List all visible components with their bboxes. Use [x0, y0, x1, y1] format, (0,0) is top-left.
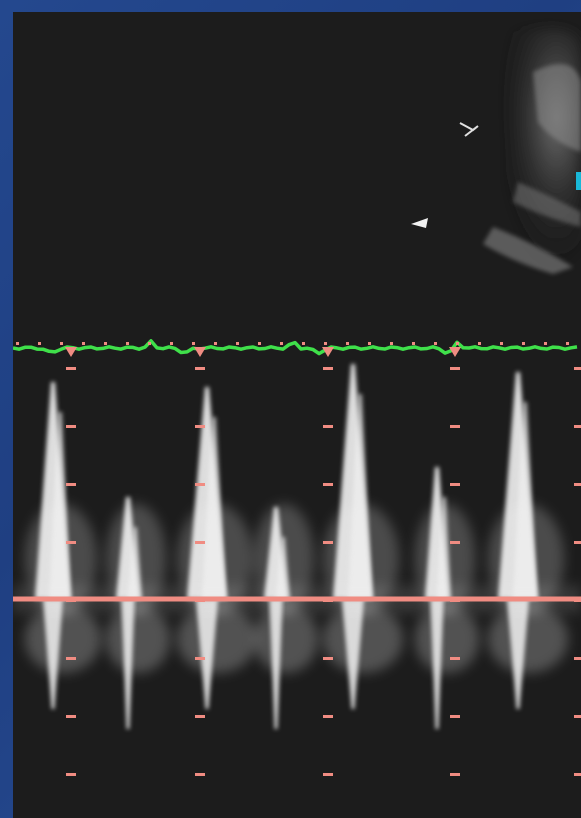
ecg-tick [368, 342, 371, 345]
r-wave-marker [322, 347, 334, 357]
reverse-flow-haze [323, 605, 403, 673]
velocity-scale-tick [323, 773, 333, 776]
velocity-scale-tick [450, 657, 460, 660]
ecg-tick [280, 342, 283, 345]
velocity-scale-tick [323, 367, 333, 370]
r-wave-marker [194, 347, 206, 357]
velocity-scale-tick [450, 599, 460, 602]
velocity-scale-tick [195, 541, 205, 544]
ecg-tick [104, 342, 107, 345]
velocity-scale-tick [323, 541, 333, 544]
velocity-scale-tick [323, 657, 333, 660]
ecg-tick [522, 342, 525, 345]
ecg-tick [412, 342, 415, 345]
velocity-scale-tick [195, 483, 205, 486]
ecg-tick [478, 342, 481, 345]
velocity-scale-tick [66, 773, 76, 776]
ecg-tick [258, 342, 261, 345]
arrowhead-icon [411, 218, 428, 228]
velocity-scale-tick [450, 425, 460, 428]
reverse-flow-haze [254, 605, 318, 673]
ecg-tick [214, 342, 217, 345]
velocity-scale-tick [66, 425, 76, 428]
sector-image [411, 28, 581, 282]
ultrasound-screen [13, 12, 581, 818]
velocity-scale-tick [574, 541, 581, 544]
ecg-tick [302, 342, 305, 345]
velocity-scale-tick [66, 599, 76, 602]
ecg-tick [390, 342, 393, 345]
ecg-tick [544, 342, 547, 345]
velocity-scale-tick [195, 657, 205, 660]
forward-flow-envelope [49, 412, 71, 599]
ecg-tick [324, 342, 327, 345]
velocity-scale-tick [574, 367, 581, 370]
velocity-scale-tick [66, 483, 76, 486]
velocity-scale-tick [450, 367, 460, 370]
color-bar-marker [576, 172, 581, 190]
doppler-visualization [13, 28, 581, 776]
timing-markers [16, 342, 581, 776]
ecg-tick [170, 342, 173, 345]
forward-flow-envelope [436, 497, 452, 599]
velocity-scale-tick [66, 367, 76, 370]
velocity-scale-tick [574, 715, 581, 718]
reverse-flow-haze [488, 605, 568, 673]
forward-flow-envelope [513, 402, 537, 599]
velocity-scale-tick [450, 773, 460, 776]
ecg-tick [500, 342, 503, 345]
forward-flow-envelope [348, 394, 372, 599]
ecg-tick [434, 342, 437, 345]
ecg-tick [566, 342, 569, 345]
ecg-tick [82, 342, 85, 345]
velocity-scale-tick [574, 483, 581, 486]
r-wave-marker [65, 347, 77, 357]
velocity-scale-tick [323, 599, 333, 602]
reverse-flow-haze [25, 605, 101, 673]
velocity-scale-tick [450, 541, 460, 544]
velocity-scale-tick [574, 599, 581, 602]
velocity-scale-tick [195, 715, 205, 718]
forward-flow-envelope [202, 417, 226, 599]
ecg-tick [126, 342, 129, 345]
velocity-scale-tick [195, 425, 205, 428]
ecg-tick [60, 342, 63, 345]
velocity-scale-tick [66, 541, 76, 544]
ecg-tick [456, 342, 459, 345]
velocity-scale-tick [323, 483, 333, 486]
ecg-tick [148, 342, 151, 345]
velocity-scale-tick [66, 715, 76, 718]
velocity-scale-tick [574, 657, 581, 660]
ecg-tick [192, 342, 195, 345]
velocity-scale-tick [574, 773, 581, 776]
velocity-scale-tick [450, 483, 460, 486]
velocity-scale-tick [450, 715, 460, 718]
velocity-scale-tick [195, 773, 205, 776]
forward-flow-envelope [127, 527, 143, 599]
ecg-tick [16, 342, 19, 345]
velocity-scale-tick [66, 657, 76, 660]
velocity-scale-tick [323, 715, 333, 718]
ecg-tick [236, 342, 239, 345]
ecg-tick [38, 342, 41, 345]
velocity-scale-tick [323, 425, 333, 428]
velocity-scale-tick [195, 367, 205, 370]
ecg-trace [13, 339, 578, 356]
reverse-flow-haze [177, 605, 257, 673]
velocity-scale-tick [195, 599, 205, 602]
forward-flow-envelope [275, 537, 291, 599]
reverse-flow-haze [106, 605, 170, 673]
doppler-spectrum [13, 364, 581, 729]
sample-volume-icon [459, 122, 479, 137]
r-wave-marker [449, 347, 461, 357]
reverse-flow-haze [415, 605, 479, 673]
ecg-tick [346, 342, 349, 345]
velocity-scale-tick [574, 425, 581, 428]
